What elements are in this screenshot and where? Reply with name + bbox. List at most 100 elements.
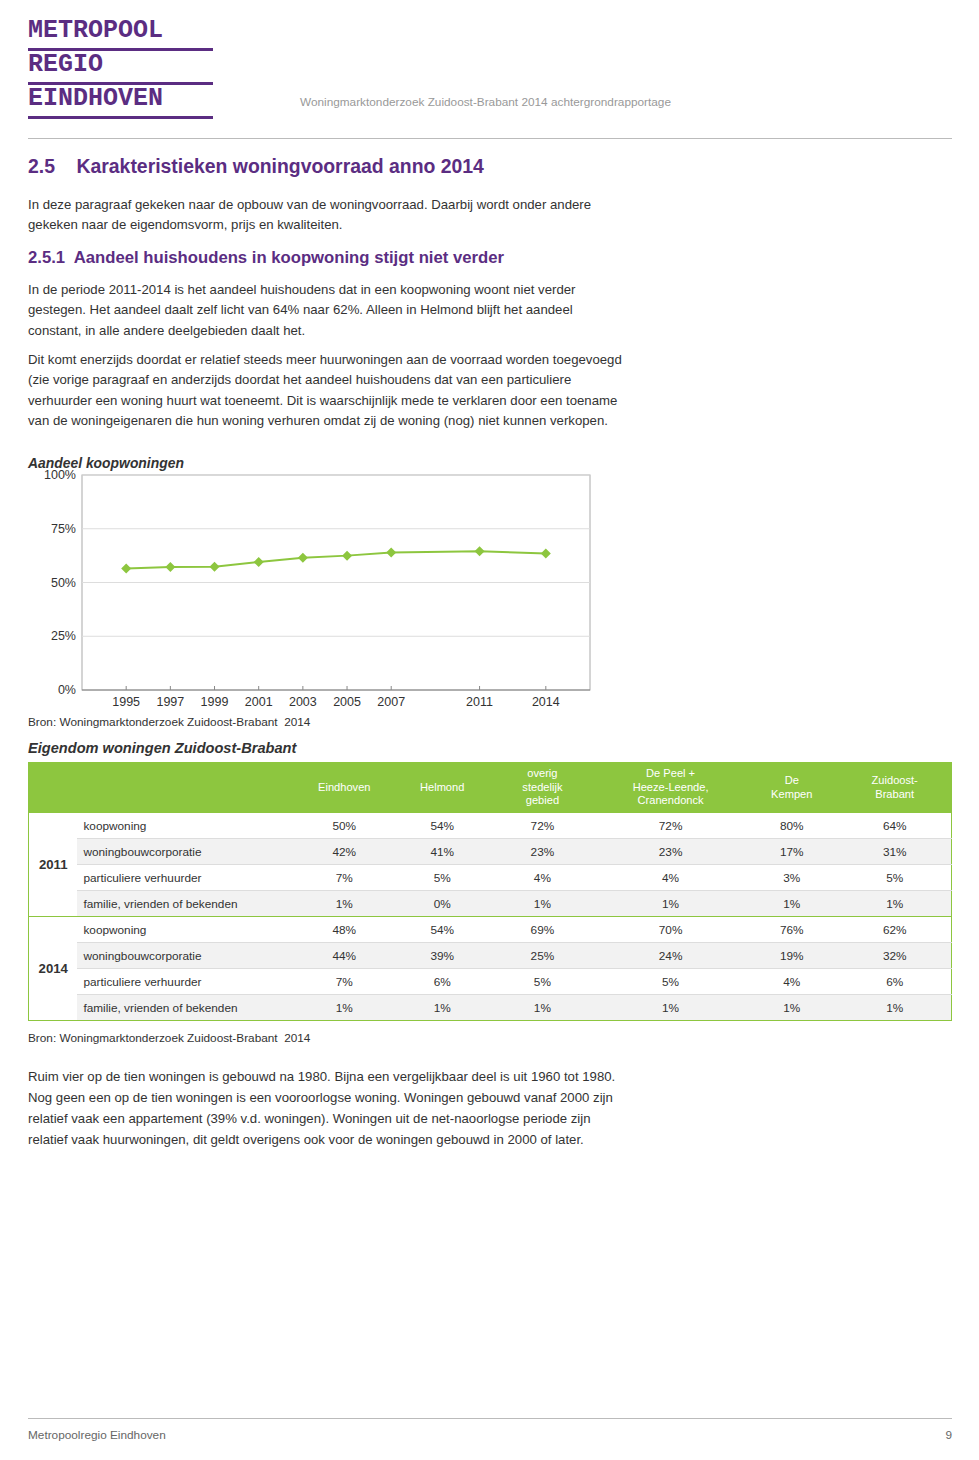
- table-cell: 1%: [745, 891, 838, 917]
- x-tick: [258, 686, 259, 690]
- x-tick-label: 2007: [377, 695, 405, 709]
- header-cell: De Kempen: [745, 763, 838, 813]
- table-cell: 31%: [838, 839, 951, 865]
- x-tick: [391, 686, 392, 690]
- table-row: 2014koopwoning48%54%69%70%76%62%: [29, 917, 952, 943]
- subsection-body: Dit komt enerzijds doordat er relatief s…: [28, 350, 622, 432]
- table-row: particuliere verhuurder7%6%5%5%4%6%: [29, 969, 952, 995]
- table-cell: 39%: [396, 943, 489, 969]
- x-tick-label: 1999: [201, 695, 229, 709]
- page-footer-right: 9: [945, 1428, 952, 1442]
- header-cell: Zuidoost- Brabant: [838, 763, 951, 813]
- table-cell: 7%: [293, 865, 396, 891]
- table-cell: 54%: [396, 813, 489, 839]
- logo-word: EINDHOVEN: [28, 84, 163, 114]
- x-tick-label: 2001: [245, 695, 273, 709]
- table-cell: 41%: [396, 839, 489, 865]
- grid-line: [82, 528, 590, 529]
- header-cell: De Peel + Heeze-Leende, Cranendonck: [596, 763, 745, 813]
- table-cell: 1%: [596, 995, 745, 1021]
- table-cell: 70%: [596, 917, 745, 943]
- x-tick-label: 2003: [289, 695, 317, 709]
- table-cell: 50%: [293, 813, 396, 839]
- plot-area: [121, 546, 551, 573]
- data-line: [126, 551, 546, 568]
- y-tick-label: 50%: [51, 576, 76, 590]
- table-cell: 5%: [489, 969, 596, 995]
- grid-line: [82, 582, 590, 583]
- x-tick: [214, 686, 215, 690]
- chart-source: Bron: Woningmarktonderzoek Zuidoost-Brab…: [28, 715, 310, 729]
- row-label: woningbouwcorporatie: [77, 839, 293, 865]
- table-row: particuliere verhuurder7%5%4%4%3%5%: [29, 865, 952, 891]
- page-footer-left: Metropoolregio Eindhoven: [28, 1428, 166, 1442]
- table-cell: 48%: [293, 917, 396, 943]
- subsection-body: In de periode 2011-2014 is het aandeel h…: [28, 280, 575, 341]
- plot-frame: [82, 475, 590, 690]
- logo-bar: [28, 116, 213, 119]
- grid-line: [82, 690, 590, 691]
- table-cell: 1%: [596, 891, 745, 917]
- table-cell: 62%: [838, 917, 951, 943]
- group-label: 2014: [29, 917, 78, 1021]
- section-title: 2.5 Karakteristieken woningvoorraad anno…: [28, 155, 484, 178]
- page: METROPOOLREGIOEINDHOVENWoningmarktonderz…: [10, 10, 970, 1450]
- footer-text: Ruim vier op de tien woningen is gebouwd…: [28, 1066, 615, 1151]
- data-marker: [386, 547, 396, 557]
- x-tick-label: 2011: [466, 695, 493, 709]
- data-marker: [298, 553, 308, 563]
- data-marker: [342, 551, 352, 561]
- x-tick: [545, 686, 546, 690]
- table-row: woningbouwcorporatie44%39%25%24%19%32%: [29, 943, 952, 969]
- table-cell: 32%: [838, 943, 951, 969]
- table-cell: 5%: [396, 865, 489, 891]
- table-cell: 24%: [596, 943, 745, 969]
- data-marker: [541, 548, 551, 558]
- table-cell: 54%: [396, 917, 489, 943]
- table-cell: 23%: [596, 839, 745, 865]
- table-cell: 4%: [596, 865, 745, 891]
- x-tick-label: 2014: [532, 695, 560, 709]
- data-marker: [165, 562, 175, 572]
- table-cell: 4%: [489, 865, 596, 891]
- table-cell: 1%: [489, 995, 596, 1021]
- table-cell: 1%: [838, 891, 951, 917]
- row-label: particuliere verhuurder: [77, 969, 293, 995]
- grid-line: [82, 475, 590, 476]
- table-cell: 5%: [838, 865, 951, 891]
- header-cell: [77, 763, 293, 813]
- table-cell: 1%: [293, 891, 396, 917]
- logo-word: METROPOOL: [28, 16, 163, 46]
- header-cell: Eindhoven: [293, 763, 396, 813]
- table-cell: 25%: [489, 943, 596, 969]
- table-row: 2011koopwoning50%54%72%72%80%64%: [29, 813, 952, 839]
- table-row: familie, vrienden of bekenden1%1%1%1%1%1…: [29, 995, 952, 1021]
- x-tick: [302, 686, 303, 690]
- table-cell: 1%: [293, 995, 396, 1021]
- x-tick-label: 1997: [156, 695, 184, 709]
- header-cell: Helmond: [396, 763, 489, 813]
- section-body: In deze paragraaf gekeken naar de opbouw…: [28, 195, 591, 236]
- table-cell: 42%: [293, 839, 396, 865]
- table-cell: 3%: [745, 865, 838, 891]
- row-label: koopwoning: [77, 813, 293, 839]
- y-tick-label: 75%: [51, 522, 76, 536]
- table-cell: 5%: [596, 969, 745, 995]
- grid-line: [82, 636, 590, 637]
- table-cell: 69%: [489, 917, 596, 943]
- row-label: particuliere verhuurder: [77, 865, 293, 891]
- row-label: familie, vrienden of bekenden: [77, 995, 293, 1021]
- row-label: familie, vrienden of bekenden: [77, 891, 293, 917]
- data-marker: [121, 564, 131, 574]
- table-cell: 1%: [489, 891, 596, 917]
- header-cell: [29, 763, 78, 813]
- table-title: Eigendom woningen Zuidoost-Brabant: [28, 740, 296, 756]
- table-cell: 7%: [293, 969, 396, 995]
- data-marker: [254, 557, 264, 567]
- table-cell: 76%: [745, 917, 838, 943]
- table-cell: 72%: [489, 813, 596, 839]
- table-cell: 6%: [396, 969, 489, 995]
- table-cell: 4%: [745, 969, 838, 995]
- x-tick: [126, 686, 127, 690]
- table-cell: 64%: [838, 813, 951, 839]
